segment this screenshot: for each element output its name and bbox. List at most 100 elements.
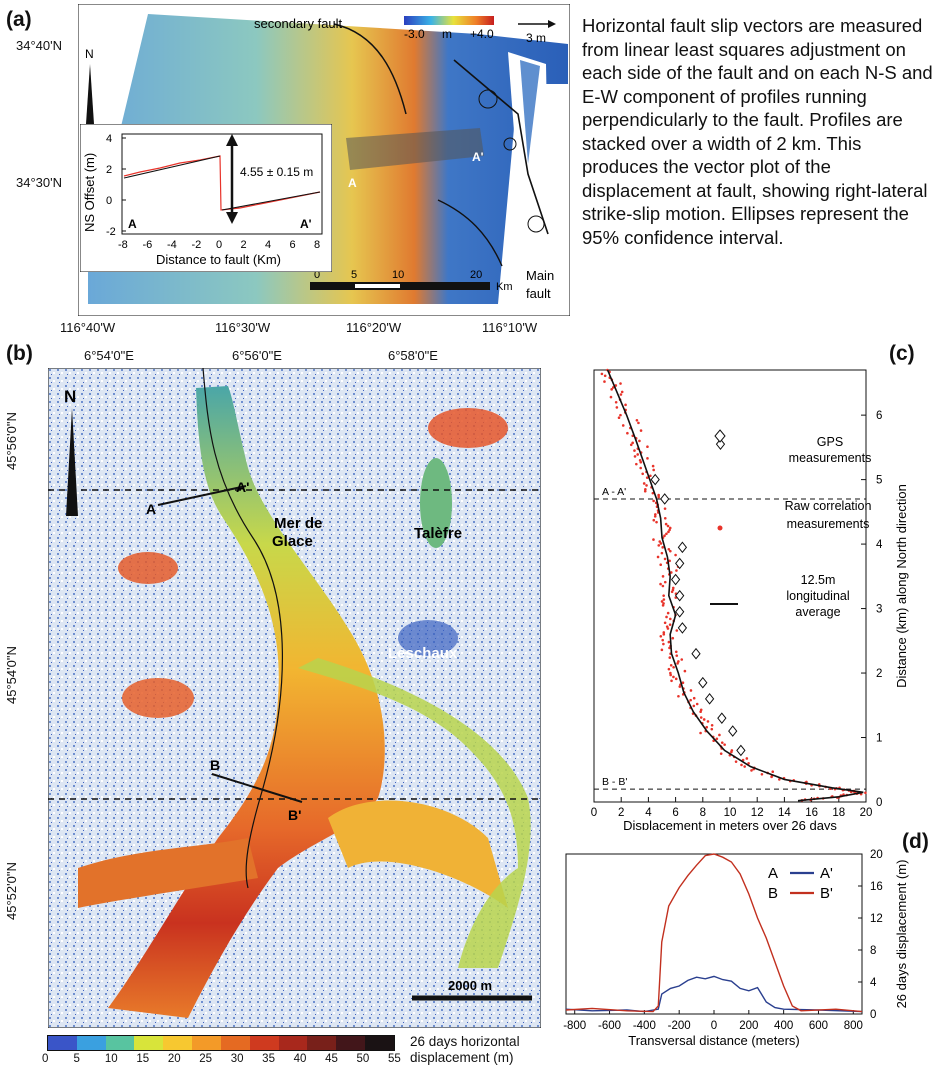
legend-label: A xyxy=(768,865,778,882)
panel-label-c: (c) xyxy=(889,342,915,365)
raw-correlation-point xyxy=(633,449,636,452)
raw-correlation-point xyxy=(645,476,649,479)
main-fault-label: fault xyxy=(526,286,551,301)
colorbar-tick: 20 xyxy=(167,1053,181,1065)
cross-profile-b xyxy=(211,773,303,803)
vector-scale-label: 3 m xyxy=(526,31,546,45)
gps-point xyxy=(704,693,715,705)
raw-correlation-point xyxy=(659,634,663,638)
colorbar-label-line: 26 days horizontal xyxy=(410,1034,520,1049)
legend-raw-label: Raw correlation xyxy=(785,499,872,513)
raw-correlation-point xyxy=(663,580,667,584)
offset-label: 4.55 ± 0.15 m xyxy=(240,165,313,179)
y-tick-label: 1 xyxy=(876,733,882,745)
lon-tick: 116°30'W xyxy=(215,320,271,335)
inset-ylabel: NS Offset (m) xyxy=(82,153,97,232)
raw-correlation-point xyxy=(667,530,670,534)
raw-correlation-point xyxy=(662,598,666,601)
raw-correlation-point xyxy=(639,466,643,470)
raw-correlation-point xyxy=(668,559,671,563)
raw-correlation-point xyxy=(771,770,775,773)
y-axis-label: 26 days displacement (m) xyxy=(894,860,909,1009)
raw-correlation-point xyxy=(653,515,657,518)
place-mer-de-glace: Glace xyxy=(272,533,313,550)
legend-raw-marker xyxy=(717,525,723,531)
inset-xtick: -2 xyxy=(192,239,202,251)
lon-tick: 6°54'0"E xyxy=(84,348,134,363)
raw-correlation-point xyxy=(678,685,682,688)
raw-correlation-point xyxy=(675,569,678,572)
raw-correlation-point xyxy=(603,380,606,383)
y-tick-label: 6 xyxy=(876,410,882,422)
raw-correlation-point xyxy=(659,563,663,567)
raw-correlation-point xyxy=(669,664,673,667)
y-tick-label: 4 xyxy=(870,977,877,989)
gps-point xyxy=(717,712,727,724)
x-tick-label: 600 xyxy=(809,1020,828,1032)
inset-ytick: -2 xyxy=(106,226,116,238)
raw-correlation-point xyxy=(710,723,714,727)
inset-xtick: 4 xyxy=(265,239,271,251)
colorbar-swatch xyxy=(278,1036,308,1050)
raw-correlation-point xyxy=(636,453,639,456)
x-axis-label: Displacement in meters over 26 days xyxy=(623,818,837,830)
raw-correlation-point xyxy=(633,455,637,458)
colorbar-tick: 40 xyxy=(293,1053,307,1065)
profile-marker-label: A - A' xyxy=(602,486,626,498)
profile-label-b-prime: B' xyxy=(288,807,301,823)
main-fault-arrow xyxy=(437,199,503,267)
x-tick-label: -600 xyxy=(598,1020,621,1032)
colorbar-max: +4.0 xyxy=(470,27,494,41)
north-label: N xyxy=(85,47,94,61)
raw-correlation-point xyxy=(715,737,719,741)
raw-correlation-point xyxy=(662,633,666,636)
colorbar-tick: 5 xyxy=(73,1053,80,1065)
colorbar-tick: 0 xyxy=(42,1053,49,1065)
error-ellipse xyxy=(478,89,498,109)
north-label: N xyxy=(64,387,76,406)
gps-point xyxy=(660,493,670,505)
colorbar-tick: 15 xyxy=(136,1053,150,1065)
raw-correlation-point xyxy=(675,629,679,632)
raw-correlation-point xyxy=(646,457,649,460)
raw-correlation-point xyxy=(674,553,677,557)
x-tick-label: 0 xyxy=(711,1020,717,1032)
colorbar-swatch xyxy=(192,1036,221,1050)
colorbar-swatch xyxy=(76,1036,106,1050)
raw-correlation-point xyxy=(864,791,867,795)
inset-xtick: -6 xyxy=(143,239,153,251)
raw-correlation-point xyxy=(750,769,753,772)
fault-strip xyxy=(520,60,540,164)
raw-correlation-point xyxy=(663,557,667,561)
inset-xlabel: Distance to fault (Km) xyxy=(156,252,281,267)
x-tick-label: 8 xyxy=(700,807,706,819)
inset-ytick: 4 xyxy=(106,133,112,145)
raw-correlation-point xyxy=(674,650,678,654)
raw-correlation-point xyxy=(657,493,660,497)
profile-label-a: A xyxy=(348,176,357,190)
raw-correlation-point xyxy=(660,648,664,652)
y-tick-label: 20 xyxy=(870,849,883,861)
error-ellipse xyxy=(503,137,517,151)
gps-point xyxy=(677,622,688,634)
raw-correlation-point xyxy=(719,752,723,755)
y-tick-label: 0 xyxy=(870,1009,876,1021)
colorbar-min: -3.0 xyxy=(404,27,425,41)
lat-tick: 45°52'0"N xyxy=(4,862,19,920)
flowline xyxy=(202,368,284,889)
raw-correlation-point xyxy=(669,571,673,574)
raw-correlation-point xyxy=(644,487,647,491)
x-tick-label: 16 xyxy=(805,807,818,819)
legend-average-label: 12.5m xyxy=(801,573,836,587)
raw-correlation-point xyxy=(740,763,743,767)
scalebar-tick: 10 xyxy=(392,269,404,281)
main-fault-trace xyxy=(453,59,549,235)
inset-offset-plot: 4 2 0 -2 -8 -6 -4 -2 0 2 4 6 8 4.55 ± 0.15 m A A' D… xyxy=(80,124,332,272)
legend-average-label: longitudinal xyxy=(786,589,849,603)
raw-correlation-point xyxy=(699,710,702,714)
raw-correlation-point xyxy=(652,538,655,541)
mer-de-glace-glacier xyxy=(108,386,385,1018)
legend-gps-label: GPS xyxy=(817,435,843,449)
inset-end-a: A xyxy=(128,217,137,231)
lat-tick: 45°56'0"N xyxy=(4,412,19,470)
